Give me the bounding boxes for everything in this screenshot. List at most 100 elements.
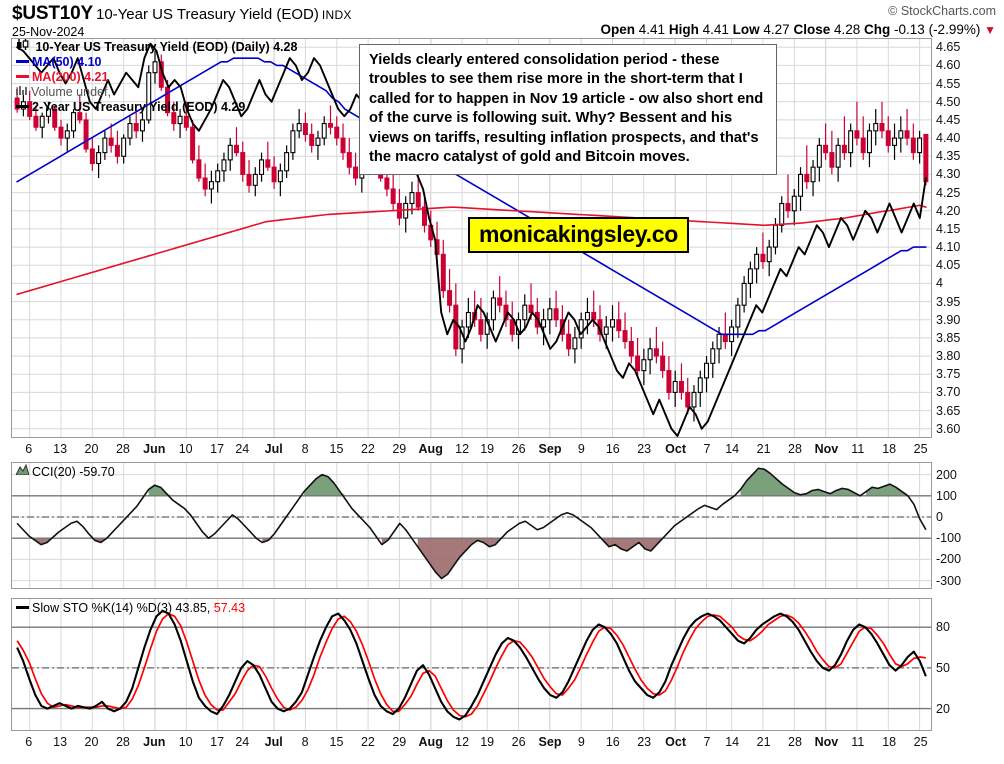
price-plot-area[interactable] (12, 39, 931, 437)
high-value: 4.41 (702, 22, 729, 37)
x-axis-tick: 26 (511, 735, 526, 749)
high-label: High (668, 22, 699, 37)
x-axis-tick: 13 (53, 735, 68, 749)
x-axis-tick: Sep (538, 735, 562, 749)
x-axis-tick: 7 (703, 442, 711, 456)
date-axis-top: 6 13 20 28 Jun 10 17 24 Jul 8 15 22 29 Aug 12 19 26 Sep 9 1… (11, 440, 932, 462)
y-axis-tick: -200 (936, 552, 962, 567)
y-axis-tick: 100 (936, 488, 957, 503)
x-axis-tick: Nov (814, 735, 839, 749)
legend-row-cci: CCI(20) -59.70 (15, 463, 115, 480)
sto-plot-area[interactable] (12, 599, 931, 730)
legend-row-sto: Slow STO %K(14) %D(3) 43.85, 57.43 (16, 601, 245, 616)
x-axis-tick: Jul (264, 442, 283, 456)
x-axis-tick: 20 (84, 735, 99, 749)
legend-row-main: 10-Year US Treasury Yield (EOD) (Daily) … (16, 39, 298, 55)
sto-k-line-swatch-icon (16, 606, 29, 610)
x-axis-tick: 12 (455, 442, 470, 456)
x-axis-tick: 7 (703, 735, 711, 749)
legend-sto-d-value: 57.43 (213, 601, 246, 615)
annotation-textbox[interactable]: Yields clearly entered consolidation per… (359, 44, 777, 176)
down-arrow-icon: ▼ (984, 23, 996, 37)
y-axis-tick: 4.40 (936, 131, 961, 146)
symbol-ticker[interactable]: $UST10Y (12, 3, 93, 24)
legend-row-ma200: MA(200) 4.21 (16, 70, 297, 85)
price-legend: 10-Year US Treasury Yield (EOD) (Daily) … (16, 39, 298, 115)
sto-legend: Slow STO %K(14) %D(3) 43.85, 57.43 (16, 601, 245, 616)
chart-date: 25-Nov-2024 (12, 25, 85, 39)
x-axis-tick: 6 (25, 442, 33, 456)
y-axis-tick: 3.80 (936, 349, 961, 364)
y-axis-tick: 0 (936, 510, 943, 524)
legend-two-year: 2-Year US Treasury Yield (EOD) 4.29 (32, 100, 246, 114)
y-axis-tick: 4.25 (936, 185, 961, 200)
stochastic-indicator-panel[interactable] (11, 598, 932, 731)
y-axis-tick: 3.85 (936, 330, 961, 345)
x-axis-tick: 29 (392, 442, 407, 456)
x-axis-tick: 10 (178, 735, 193, 749)
cci-indicator-panel[interactable] (11, 462, 932, 589)
x-axis-tick: 9 (577, 442, 585, 456)
x-axis-tick: 29 (392, 735, 407, 749)
cci-area-icon (15, 463, 30, 479)
x-axis-tick: 25 (913, 442, 928, 456)
close-value: 4.28 (833, 22, 861, 37)
y-axis-tick: 20 (936, 701, 950, 716)
symbol-exchange: INDX (321, 8, 352, 22)
cci-y-axis: 200 100 0 -100 -200 -300 (936, 462, 996, 589)
y-axis-tick: 4.15 (936, 221, 961, 236)
y-axis-tick: 4.65 (936, 40, 961, 55)
x-axis-tick: 28 (788, 442, 802, 456)
y-axis-tick: 200 (936, 467, 957, 482)
y-axis-tick: 4.45 (936, 112, 961, 127)
x-axis-tick: 17 (210, 442, 225, 456)
legend-row-ma50: MA(50) 4.10 (16, 55, 297, 70)
y-axis-tick: 3.95 (936, 294, 961, 309)
x-axis-tick: 11 (851, 735, 865, 749)
legend-row-2yr: 2-Year US Treasury Yield (EOD) 4.29 (16, 100, 297, 115)
y-axis-tick: 3.65 (936, 403, 961, 418)
volume-bars-icon (16, 84, 28, 99)
x-axis-tick: 19 (480, 735, 495, 749)
x-axis-tick: 17 (210, 735, 225, 749)
x-axis-tick: 18 (882, 442, 897, 456)
y-axis-tick: 4.05 (936, 258, 961, 273)
x-axis-tick: 12 (455, 735, 470, 749)
x-axis-tick: 24 (235, 735, 250, 749)
close-label: Close (793, 22, 831, 37)
chg-label: Chg (864, 22, 891, 37)
x-axis-tick: 8 (301, 735, 309, 749)
y-axis-tick: 4.20 (936, 203, 961, 218)
legend-row-volume: Volume undef, (16, 85, 297, 100)
legend-cci-label: CCI(20) -59.70 (32, 465, 115, 479)
open-value: 4.41 (638, 22, 666, 37)
x-axis-tick: 6 (25, 735, 33, 749)
x-axis-tick: 10 (178, 442, 193, 456)
y-axis-tick: 4.60 (936, 58, 961, 73)
legend-price-main: 10-Year US Treasury Yield (EOD) (Daily) … (35, 40, 298, 54)
x-axis-tick: 22 (360, 442, 375, 456)
low-label: Low (732, 22, 760, 37)
x-axis-tick: 21 (756, 442, 771, 456)
x-axis-tick: 28 (115, 735, 130, 749)
cci-plot-area[interactable] (12, 463, 931, 588)
x-axis-tick: Jun (143, 735, 166, 749)
cci-legend: CCI(20) -59.70 (15, 463, 115, 480)
x-axis-tick: 24 (235, 442, 250, 456)
x-axis-tick: 28 (115, 442, 130, 456)
stockcharts-credit: © StockCharts.com (888, 4, 996, 18)
x-axis-tick: 15 (329, 442, 344, 456)
symbol-description: 10-Year US Treasury Yield (EOD) (95, 6, 319, 23)
y-axis-tick: 4.35 (936, 149, 961, 164)
price-y-axis: 4.65 4.60 4.55 4.50 4.45 4.40 4.35 4.30 4.25 4.20… (936, 38, 996, 438)
chart-title-block: $UST10Y 10-Year US Treasury Yield (EOD) IN… (12, 3, 352, 25)
x-axis-tick: 16 (605, 442, 620, 456)
two-year-line-swatch-icon (16, 105, 29, 109)
x-axis-tick: Aug (418, 442, 443, 456)
x-axis-tick: 14 (725, 735, 740, 749)
ohlc-quote-bar: Open 4.41 High 4.41 Low 4.27 Close 4.28 … (601, 22, 997, 37)
sto-y-axis: 80 50 20 (936, 598, 996, 731)
y-axis-tick: 3.90 (936, 312, 961, 327)
y-axis-tick: -300 (936, 573, 962, 588)
x-axis-tick: Jul (264, 735, 283, 749)
